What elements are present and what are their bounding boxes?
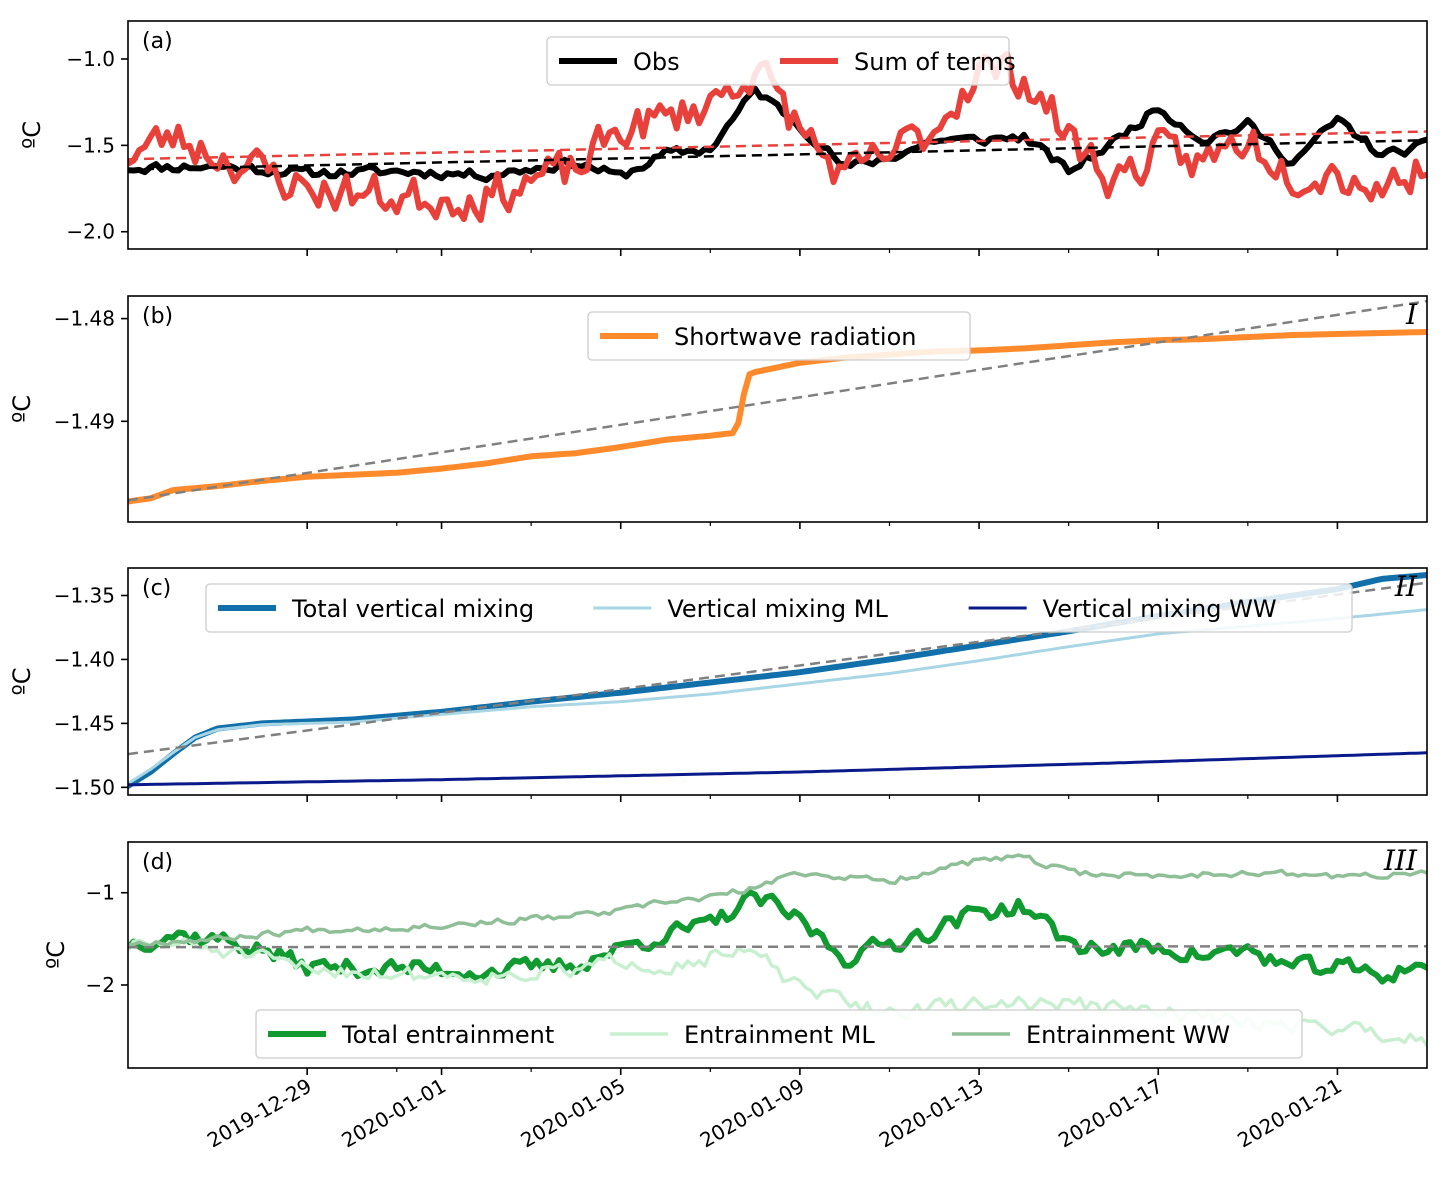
panel-label: (c)	[142, 576, 171, 601]
y-tick-label: −1.50	[54, 775, 115, 799]
x-tick-label: 2020-01-09	[696, 1074, 809, 1153]
y-tick-label: −2.0	[66, 220, 115, 244]
legend-label: Entrainment ML	[684, 1021, 875, 1049]
y-axis-label: ºC	[8, 395, 36, 423]
x-tick-label: 2020-01-17	[1054, 1074, 1167, 1153]
y-axis-label: ºC	[18, 121, 46, 149]
legend-label: Vertical mixing WW	[1043, 595, 1277, 623]
panel-label: (b)	[142, 304, 173, 329]
corner-label: III	[1383, 844, 1418, 877]
plot-frame	[127, 20, 1428, 250]
trend-line	[128, 138, 1427, 171]
panel-d: −2 −1 ºC (d) III Total entrainment Entrainment…	[42, 841, 1428, 1075]
shared-x-axis: 2019-12-29 2020-01-01 2020-01-05 2020-01-09…	[203, 1074, 1346, 1153]
trend-line	[128, 299, 1427, 502]
x-tick-label: 2019-12-29	[203, 1074, 316, 1153]
panel-b: −1.49 −1.48 ºC (b) I Shortwave radiation	[8, 295, 1428, 529]
series-line	[128, 50, 1427, 223]
legend-label: Total entrainment	[341, 1021, 554, 1049]
y-tick-label: −1.45	[54, 711, 115, 735]
legend-label: Vertical mixing ML	[667, 595, 888, 623]
series-line	[128, 329, 1427, 505]
y-tick-label: −1.48	[54, 307, 115, 331]
y-tick-label: −1.40	[54, 647, 115, 671]
y-axis-label: ºC	[8, 667, 36, 695]
legend: Shortwave radiation	[587, 311, 971, 361]
panel-label: (d)	[142, 850, 173, 875]
x-tick-label: 2020-01-21	[1233, 1074, 1346, 1153]
x-tick-label: 2020-01-13	[875, 1074, 988, 1153]
y-tick-label: −1.35	[54, 583, 115, 607]
plot-frame	[127, 841, 1428, 1069]
legend: Total vertical mixing Vertical mixing ML V…	[205, 583, 1353, 633]
corner-label: I	[1405, 298, 1418, 331]
y-tick-label: −1.49	[54, 409, 115, 433]
legend: Total entrainment Entrainment ML Entrainme…	[255, 1009, 1303, 1059]
x-tick-label: 2020-01-05	[517, 1074, 630, 1153]
panel-label: (a)	[142, 29, 173, 54]
trend-line	[128, 130, 1427, 161]
series-line	[128, 751, 1427, 787]
x-tick-label: 2020-01-01	[337, 1074, 450, 1153]
series-line	[128, 853, 1427, 948]
y-tick-label: −2	[86, 973, 115, 997]
legend-label: Shortwave radiation	[674, 323, 917, 351]
y-tick-label: −1	[86, 881, 115, 905]
trend-line	[128, 944, 1427, 949]
plot-frame	[127, 295, 1428, 523]
legend: Obs Sum of terms	[546, 36, 1016, 86]
corner-label: II	[1394, 570, 1418, 603]
legend-label: Obs	[633, 48, 680, 76]
legend-label: Entrainment WW	[1026, 1021, 1230, 1049]
plot-frame	[127, 567, 1428, 796]
legend-label: Sum of terms	[854, 48, 1016, 76]
panel-c: −1.50 −1.45 −1.40 −1.35 ºC (c) II Total vertica…	[8, 567, 1428, 802]
y-axis-label: ºC	[42, 941, 70, 969]
y-tick-label: −1.5	[66, 133, 115, 157]
series-line	[128, 889, 1427, 985]
series-line	[128, 608, 1427, 785]
series-line	[128, 85, 1427, 184]
panel-a: −2.0 −1.5 −1.0 ºC (a) Obs Sum of terms	[18, 20, 1428, 256]
y-tick-label: −1.0	[66, 47, 115, 71]
legend-label: Total vertical mixing	[291, 595, 534, 623]
